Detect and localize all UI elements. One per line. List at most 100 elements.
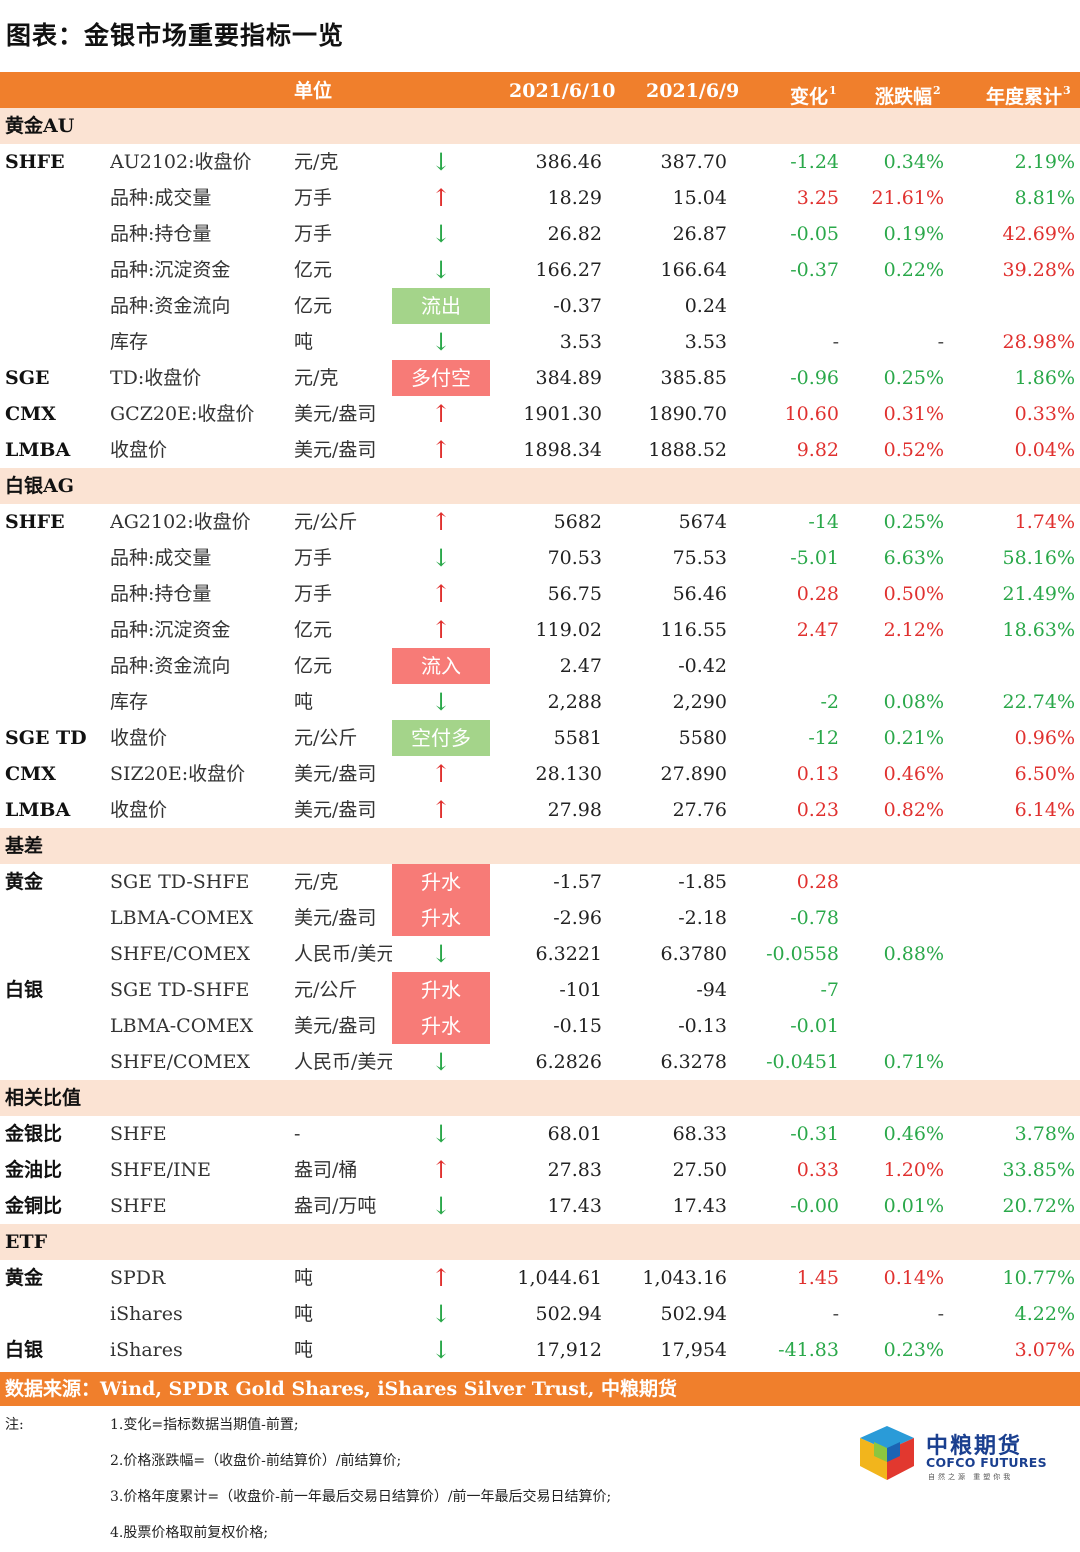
ytd-cell: 20.72% — [1002, 1195, 1075, 1217]
ytd-cell — [950, 936, 1075, 972]
value-date1-cell: -101 — [559, 979, 602, 1001]
value-date1-cell: 1,044.61 — [517, 1267, 602, 1289]
table-row: LMBA 收盘价 美元/盎司 ↑ 1898.34 1888.52 9.82 0.52% 0.04… — [0, 432, 1080, 468]
exchange-cell: LMBA — [5, 439, 71, 461]
note-2: 2.价格涨跌幅=（收盘价-前结算价）/前结算价; — [110, 1453, 402, 1469]
header-pct: 涨跌幅2 — [875, 72, 941, 108]
change-cell: -2 — [820, 691, 839, 713]
arrow-up-icon: ↑ — [430, 1156, 452, 1184]
exchange-cell — [5, 684, 105, 720]
table-row: 品种:持仓量 万手 ↓ 26.82 26.87 -0.05 0.19% 42.69% — [0, 216, 1080, 252]
unit-cell: 元/克 — [294, 151, 339, 173]
value-date1-cell: -1.57 — [553, 871, 602, 893]
unit-cell: 元/公斤 — [294, 727, 358, 749]
exchange-cell: 白银 — [5, 979, 44, 1001]
table-row: 库存 吨 ↓ 2,288 2,290 -2 0.08% 22.74% — [0, 684, 1080, 720]
value-date2-cell: -1.85 — [678, 871, 727, 893]
indicator-name-cell: SHFE/COMEX — [110, 943, 251, 965]
page-title: 图表：金银市场重要指标一览 — [6, 21, 345, 50]
change-cell: 0.13 — [796, 763, 839, 785]
value-date1-cell: 6.3221 — [535, 943, 602, 965]
indicator-name-cell: 品种:持仓量 — [110, 223, 212, 245]
exchange-cell — [5, 540, 105, 576]
exchange-cell — [5, 936, 105, 972]
change-cell: 0.28 — [796, 583, 839, 605]
pct-change-cell — [845, 864, 944, 900]
unit-cell: 元/克 — [294, 871, 339, 893]
value-date2-cell: 6.3278 — [660, 1051, 727, 1073]
pct-change-cell: 0.23% — [883, 1339, 944, 1361]
arrow-up-icon: ↑ — [430, 760, 452, 788]
change-cell: 0.23 — [796, 799, 839, 821]
value-date2-cell: 387.70 — [660, 151, 727, 173]
table-row: 品种:成交量 万手 ↓ 70.53 75.53 -5.01 6.63% 58.16% — [0, 540, 1080, 576]
value-date2-cell: 3.53 — [684, 331, 727, 353]
value-date1-cell: 502.94 — [535, 1303, 602, 1325]
indicator-name-cell: SGE TD-SHFE — [110, 871, 250, 893]
pct-change-cell: 0.46% — [883, 1123, 944, 1145]
pct-change-cell — [845, 1008, 944, 1044]
unit-cell: 人民币/美元 — [294, 1051, 392, 1073]
arrow-down-icon: ↓ — [430, 544, 452, 572]
pct-change-cell — [845, 900, 944, 936]
value-date1-cell: 70.53 — [547, 547, 602, 569]
value-date2-cell: 27.890 — [660, 763, 727, 785]
unit-cell: - — [294, 1123, 301, 1145]
indicator-name-cell: 品种:资金流向 — [110, 655, 231, 677]
change-cell: -14 — [808, 511, 839, 533]
unit-cell: 吨 — [294, 1339, 314, 1361]
value-date2-cell: 5674 — [678, 511, 727, 533]
header-date1: 2021/6/10 — [509, 80, 616, 102]
change-cell: -0.78 — [790, 907, 839, 929]
pct-change-cell: 1.20% — [883, 1159, 944, 1181]
arrow-up-icon: ↑ — [430, 796, 452, 824]
indicator-name-cell: 库存 — [110, 331, 149, 353]
change-cell: -0.37 — [790, 259, 839, 281]
header-change: 变化1 — [790, 72, 837, 108]
change-cell: -7 — [820, 979, 839, 1001]
change-cell: 1.45 — [796, 1267, 839, 1289]
pct-change-cell: 0.21% — [883, 727, 944, 749]
exchange-cell — [5, 288, 105, 324]
change-cell: 2.47 — [796, 619, 839, 641]
table-row: 金铜比 SHFE 盎司/万吨 ↓ 17.43 17.43 -0.00 0.01% 20.72% — [0, 1188, 1080, 1224]
value-date2-cell: 17.43 — [672, 1195, 727, 1217]
table-row: LBMA-COMEX 美元/盎司 升水 -0.15 -0.13 -0.01 — [0, 1008, 1080, 1044]
logo-en: COFCO FUTURES — [926, 1455, 1047, 1470]
indicator-name-cell: SHFE — [110, 1195, 167, 1217]
value-date1-cell: -0.37 — [553, 295, 602, 317]
exchange-cell — [5, 1044, 105, 1080]
value-date2-cell: 27.76 — [672, 799, 727, 821]
pct-change-cell: 0.71% — [883, 1051, 944, 1073]
value-date1-cell: 5581 — [553, 727, 602, 749]
change-cell: 0.33 — [796, 1159, 839, 1181]
section-label: 黄金AU — [5, 115, 75, 137]
change-cell: -5.01 — [790, 547, 839, 569]
unit-cell: 吨 — [294, 691, 314, 713]
value-date2-cell: -0.13 — [678, 1015, 727, 1037]
change-cell — [735, 648, 839, 684]
value-date2-cell: 1,043.16 — [642, 1267, 727, 1289]
value-date1-cell: 2.47 — [559, 655, 602, 677]
exchange-cell: 黄金 — [5, 871, 44, 893]
logo-slogan: 自然之源 重塑你我 — [928, 1473, 1014, 1481]
indicator-name-cell: SHFE — [110, 1123, 167, 1145]
header-ytd-sup: 3 — [1063, 84, 1071, 97]
ytd-cell: 3.07% — [1014, 1339, 1075, 1361]
table-row: 品种:资金流向 亿元 流出 -0.37 0.24 — [0, 288, 1080, 324]
header-date2: 2021/6/9 — [646, 80, 740, 102]
change-cell: 10.60 — [784, 403, 839, 425]
unit-cell: 人民币/美元 — [294, 943, 392, 965]
value-date2-cell: -94 — [696, 979, 727, 1001]
ytd-cell — [950, 1008, 1075, 1044]
logo-cn: 中粮期货 — [926, 1434, 1023, 1459]
indicator-name-cell: SHFE/COMEX — [110, 1051, 251, 1073]
change-cell: -41.83 — [778, 1339, 839, 1361]
indicator-name-cell: 品种:资金流向 — [110, 295, 231, 317]
pct-change-cell — [845, 648, 944, 684]
value-date1-cell: 17.43 — [547, 1195, 602, 1217]
change-cell: -0.31 — [790, 1123, 839, 1145]
ytd-cell — [950, 972, 1075, 1008]
exchange-cell: 金银比 — [5, 1123, 63, 1145]
exchange-cell: SHFE — [5, 511, 65, 533]
